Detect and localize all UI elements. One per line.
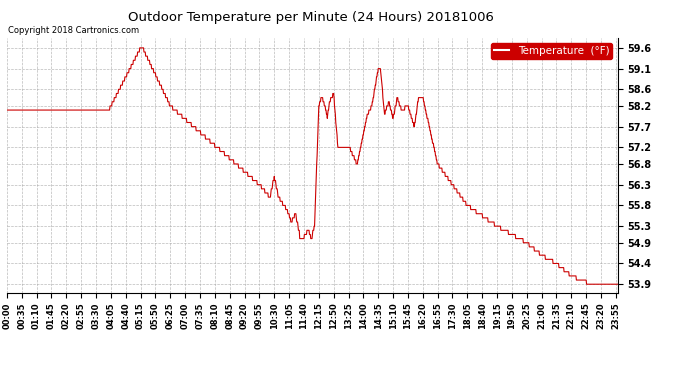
Text: Copyright 2018 Cartronics.com: Copyright 2018 Cartronics.com bbox=[8, 26, 139, 35]
Legend: Temperature  (°F): Temperature (°F) bbox=[491, 43, 612, 59]
Text: Outdoor Temperature per Minute (24 Hours) 20181006: Outdoor Temperature per Minute (24 Hours… bbox=[128, 11, 493, 24]
